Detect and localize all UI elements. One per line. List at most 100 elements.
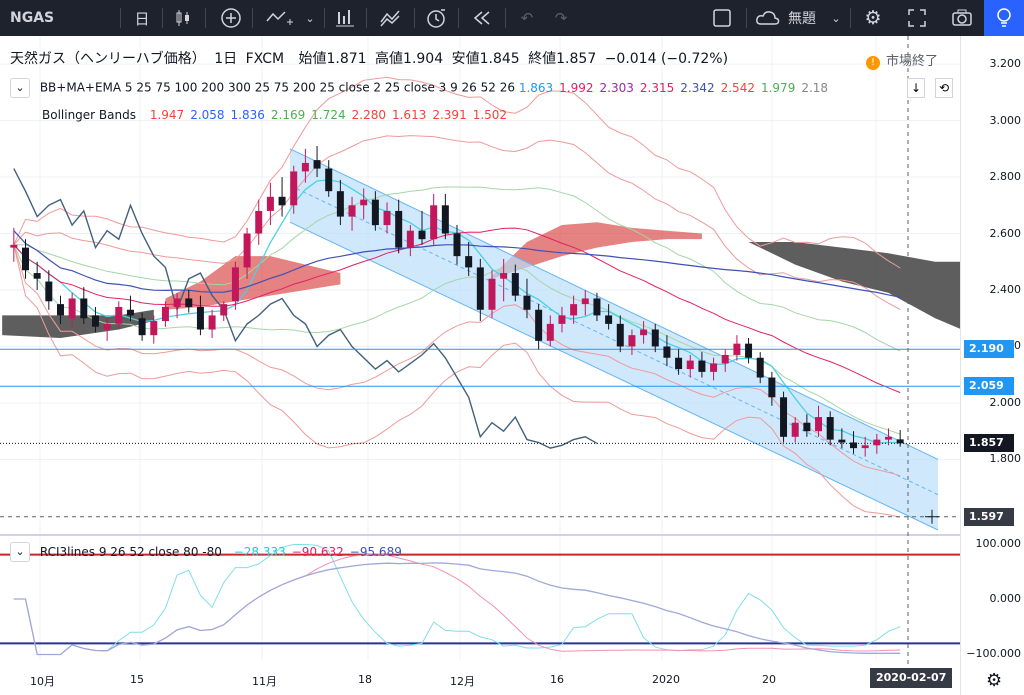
- candle-body: [80, 298, 88, 319]
- bb-value-3: 2.169: [270, 108, 306, 122]
- candle: [756, 352, 764, 384]
- candle-body: [441, 205, 449, 234]
- cursor-date-tag: 2020-02-07: [870, 668, 953, 688]
- candle-body: [570, 304, 578, 316]
- candles-icon[interactable]: [170, 0, 196, 36]
- candle: [850, 431, 858, 454]
- bb-upper-3sigma: [13, 76, 901, 269]
- scroll-down-button[interactable]: ↓: [907, 78, 925, 98]
- gear-icon[interactable]: ⚙: [864, 7, 882, 29]
- expand-icon[interactable]: [904, 0, 930, 36]
- time-axis-label: 16: [550, 673, 564, 686]
- candle: [546, 315, 554, 347]
- candle: [138, 312, 146, 341]
- candle-body: [546, 323, 554, 341]
- collapse-icon[interactable]: ⌄: [10, 78, 30, 98]
- separator: [120, 8, 121, 28]
- collapse-icon[interactable]: ⌄: [10, 542, 30, 562]
- price-tag: 1.597: [964, 507, 1014, 526]
- rci-axis-label: −100.000: [966, 647, 1021, 661]
- interval-button[interactable]: 日: [134, 9, 150, 28]
- candle: [313, 146, 321, 178]
- candle: [301, 148, 309, 183]
- market-status-text: 市場終了: [886, 54, 939, 69]
- indicator-values: 1.863 1.992 2.303 2.315 2.342 2.542 1.979 2.18: [519, 81, 834, 95]
- candle-body: [348, 205, 356, 217]
- candle: [406, 225, 414, 257]
- candle-body: [873, 439, 881, 446]
- candle-body: [756, 357, 764, 378]
- candle: [826, 411, 834, 446]
- candle: [523, 278, 531, 319]
- bbmaema-value-3: 2.315: [639, 80, 675, 95]
- candle-body: [21, 247, 29, 271]
- time-axis-label: 2020: [652, 673, 680, 686]
- cloud-gray-segment: [748, 242, 960, 329]
- redo-icon[interactable]: ↷: [554, 9, 568, 27]
- candle-body: [558, 315, 566, 324]
- refresh-icon[interactable]: ⟲: [935, 78, 953, 98]
- candle-body: [896, 439, 904, 444]
- candle: [768, 371, 776, 406]
- market-status: ! 市場終了: [866, 50, 938, 70]
- candle: [371, 191, 379, 231]
- rci-value-0: −28.333: [233, 544, 286, 559]
- time-axis-label: 18: [358, 673, 372, 686]
- indicator-bbmaema-legend[interactable]: ⌄ BB+MA+EMA 5 25 75 100 200 300 25 75 20…: [10, 78, 834, 98]
- candle-body: [161, 306, 169, 322]
- candle: [453, 225, 461, 265]
- fullscreen-square-icon[interactable]: [708, 0, 736, 36]
- cloud-icon[interactable]: [754, 0, 782, 36]
- price-axis[interactable]: 3.2003.0002.8002.6002.4002.2002.0001.800…: [960, 36, 1024, 695]
- bb-lower-2sigma: [13, 244, 901, 477]
- candle-body: [733, 343, 741, 355]
- chevron-down-icon[interactable]: ⌄: [831, 11, 841, 25]
- bars-icon[interactable]: [332, 0, 358, 36]
- candle: [80, 287, 88, 324]
- indicator-rci-legend[interactable]: ⌄ RCI3lines 9 26 52 close 80 -80 −28.333…: [10, 542, 408, 562]
- candle: [430, 194, 438, 245]
- price-chart[interactable]: [0, 36, 960, 695]
- add-indicator-icon[interactable]: [218, 0, 244, 36]
- price-axis-label: 3.000: [989, 113, 1022, 127]
- candle: [476, 258, 484, 322]
- cloud-red-segment: [165, 256, 341, 310]
- symbol-search[interactable]: NGAS: [10, 10, 55, 26]
- candle: [570, 295, 578, 324]
- separator: [850, 8, 851, 28]
- chevron-down-icon[interactable]: ⌄: [305, 11, 315, 25]
- undo-icon[interactable]: ↶: [520, 9, 534, 27]
- candle: [418, 210, 426, 245]
- lightbulb-icon[interactable]: [984, 0, 1024, 36]
- candle: [885, 428, 893, 446]
- alert-icon[interactable]: [422, 0, 450, 36]
- high-value: 1.904: [403, 51, 444, 67]
- candle-body: [616, 323, 624, 347]
- horizontal-levels[interactable]: [0, 348, 960, 518]
- candle: [45, 270, 53, 310]
- candle-body: [68, 298, 76, 319]
- candle: [91, 306, 99, 333]
- candle: [675, 349, 683, 375]
- bb-upper-1sigma: [13, 186, 901, 352]
- legend-interval: 1日: [214, 51, 238, 67]
- high-label: 高値: [375, 51, 404, 67]
- indicator-bb-legend[interactable]: Bollinger Bands 1.947 2.058 1.836 2.169 1.72…: [42, 108, 513, 122]
- candle-body: [453, 233, 461, 257]
- price-axis-label: 2.800: [989, 170, 1022, 184]
- layout-name[interactable]: 無題: [788, 11, 816, 27]
- candle-body: [173, 298, 181, 307]
- separator: [162, 8, 163, 28]
- bb-value-5: 2.280: [351, 108, 386, 122]
- replay-icon[interactable]: [468, 0, 496, 36]
- candle-body: [500, 273, 508, 279]
- indicators-icon[interactable]: [376, 0, 406, 36]
- separator: [324, 8, 325, 28]
- compare-icon[interactable]: [260, 0, 300, 36]
- indicator-name: RCI3lines 9 26 52 close 80 -80: [39, 544, 222, 559]
- change-value: −0.014 (−0.72%): [604, 51, 729, 67]
- candle: [278, 177, 286, 217]
- camera-icon[interactable]: [948, 0, 976, 36]
- settings-gear-icon[interactable]: ⚙: [986, 670, 1003, 691]
- bbmaema-value-2: 2.303: [599, 80, 634, 95]
